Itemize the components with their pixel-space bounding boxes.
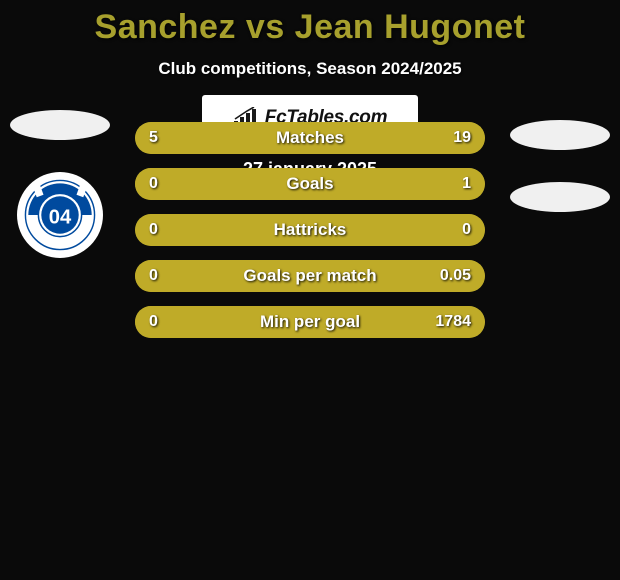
subtitle: Club competitions, Season 2024/2025: [0, 59, 620, 79]
left-team-logo-schalke: 04: [17, 172, 103, 258]
stat-bar-row: 5 Matches 19: [135, 122, 485, 154]
stat-bar-row: 0 Hattricks 0: [135, 214, 485, 246]
bar-label: Goals per match: [243, 266, 376, 286]
bar-value-right: 19: [453, 129, 471, 147]
bar-label: Goals: [286, 174, 333, 194]
bar-value-left: 0: [149, 267, 158, 285]
bar-label: Min per goal: [260, 312, 360, 332]
bar-value-right: 0: [462, 221, 471, 239]
bar-value-left: 0: [149, 175, 158, 193]
page-title: Sanchez vs Jean Hugonet: [0, 0, 620, 47]
bar-value-left: 5: [149, 129, 158, 147]
bar-fill-right: [209, 122, 486, 154]
bar-fill-left: [135, 122, 209, 154]
right-team-logo-placeholder-2: [510, 182, 610, 212]
comparison-bars: 5 Matches 19 0 Goals 1 0 Hattricks 0 0 Goals per m…: [135, 122, 485, 352]
right-logos-column: [510, 120, 610, 244]
bar-label: Matches: [276, 128, 344, 148]
left-logos-column: 04: [10, 110, 110, 258]
bar-value-right: 1: [462, 175, 471, 193]
bar-value-right: 1784: [435, 313, 471, 331]
bar-label: Hattricks: [274, 220, 347, 240]
bar-value-right: 0.05: [440, 267, 471, 285]
stat-bar-row: 0 Goals 1: [135, 168, 485, 200]
stat-bar-row: 0 Min per goal 1784: [135, 306, 485, 338]
stat-bar-row: 0 Goals per match 0.05: [135, 260, 485, 292]
bar-value-left: 0: [149, 313, 158, 331]
bar-value-left: 0: [149, 221, 158, 239]
left-team-logo-placeholder-1: [10, 110, 110, 140]
schalke-badge-icon: 04: [24, 179, 96, 251]
right-team-logo-placeholder-1: [510, 120, 610, 150]
svg-text:04: 04: [49, 207, 72, 229]
